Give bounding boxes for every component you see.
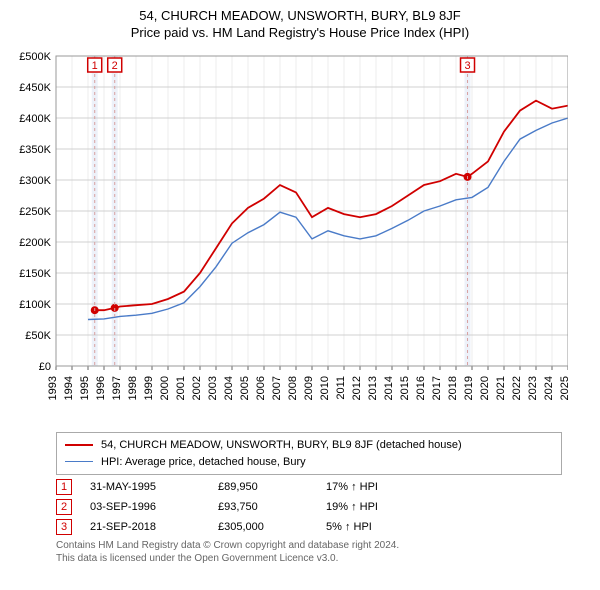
x-tick-label: 2006	[255, 376, 267, 400]
x-tick-label: 1995	[79, 376, 91, 400]
x-tick-label: 1996	[95, 376, 107, 400]
legend-label: HPI: Average price, detached house, Bury	[101, 454, 306, 471]
x-tick-label: 2019	[463, 376, 475, 400]
event-marker-label: 1	[92, 60, 98, 72]
chart-title: 54, CHURCH MEADOW, UNSWORTH, BURY, BL9 8…	[8, 8, 592, 23]
legend: 54, CHURCH MEADOW, UNSWORTH, BURY, BL9 8…	[56, 432, 562, 475]
x-tick-label: 2002	[191, 376, 203, 400]
event-date: 21-SEP-2018	[90, 521, 200, 533]
y-tick-label: £0	[39, 361, 51, 373]
x-tick-label: 2000	[159, 376, 171, 400]
y-tick-label: £300K	[19, 175, 51, 187]
x-tick-label: 2022	[511, 376, 523, 400]
x-tick-label: 2020	[479, 376, 491, 400]
footer-attribution: Contains HM Land Registry data © Crown c…	[56, 539, 562, 565]
legend-swatch	[65, 444, 93, 446]
x-tick-label: 1999	[143, 376, 155, 400]
event-price: £89,950	[218, 481, 308, 493]
y-tick-label: £400K	[19, 113, 51, 125]
events-list: 1 31-MAY-1995 £89,950 17% ↑ HPI 2 03-SEP-1996…	[56, 479, 562, 535]
event-delta: 5% ↑ HPI	[326, 521, 372, 533]
event-marker-label: 3	[464, 60, 470, 72]
x-tick-label: 2004	[223, 376, 235, 400]
x-tick-label: 2016	[415, 376, 427, 400]
event-marker-small: 2	[56, 499, 72, 515]
y-tick-label: £350K	[19, 144, 51, 156]
event-delta: 19% ↑ HPI	[326, 501, 378, 513]
x-tick-label: 2021	[495, 376, 507, 400]
x-tick-label: 2003	[207, 376, 219, 400]
event-row: 3 21-SEP-2018 £305,000 5% ↑ HPI	[56, 519, 562, 535]
x-tick-label: 2013	[367, 376, 379, 400]
event-marker-small: 3	[56, 519, 72, 535]
x-tick-label: 1997	[111, 376, 123, 400]
event-row: 1 31-MAY-1995 £89,950 17% ↑ HPI	[56, 479, 562, 495]
event-price: £305,000	[218, 521, 308, 533]
x-tick-label: 2008	[287, 376, 299, 400]
event-row: 2 03-SEP-1996 £93,750 19% ↑ HPI	[56, 499, 562, 515]
x-tick-label: 1998	[127, 376, 139, 400]
chart-subtitle: Price paid vs. HM Land Registry's House …	[8, 25, 592, 40]
y-tick-label: £250K	[19, 206, 51, 218]
y-tick-label: £500K	[19, 51, 51, 63]
x-tick-label: 2009	[303, 376, 315, 400]
y-tick-label: £450K	[19, 82, 51, 94]
x-tick-label: 2018	[447, 376, 459, 400]
legend-label: 54, CHURCH MEADOW, UNSWORTH, BURY, BL9 8…	[101, 437, 462, 454]
event-delta: 17% ↑ HPI	[326, 481, 378, 493]
event-marker-small: 1	[56, 479, 72, 495]
x-tick-label: 2010	[319, 376, 331, 400]
x-tick-label: 2024	[543, 376, 555, 400]
y-tick-label: £200K	[19, 237, 51, 249]
y-tick-label: £50K	[25, 330, 51, 342]
x-tick-label: 2025	[559, 376, 568, 400]
footer-line2: This data is licensed under the Open Gov…	[56, 552, 562, 565]
x-tick-label: 2007	[271, 376, 283, 400]
x-tick-label: 2012	[351, 376, 363, 400]
price-chart: £0 £50K £100K £150K £200K £250K £300K £350K £400…	[8, 46, 568, 426]
x-tick-label: 1993	[47, 376, 59, 400]
x-tick-label: 2014	[383, 376, 395, 400]
event-marker-label: 2	[112, 60, 118, 72]
x-tick-label: 2001	[175, 376, 187, 400]
legend-item: HPI: Average price, detached house, Bury	[65, 454, 553, 471]
event-price: £93,750	[218, 501, 308, 513]
event-date: 31-MAY-1995	[90, 481, 200, 493]
x-tick-label: 2017	[431, 376, 443, 400]
x-tick-label: 2015	[399, 376, 411, 400]
x-tick-label: 2011	[335, 376, 347, 400]
x-tick-label: 2023	[527, 376, 539, 400]
x-tick-label: 2005	[239, 376, 251, 400]
y-tick-label: £100K	[19, 299, 51, 311]
x-tick-label: 1994	[63, 376, 75, 400]
y-tick-label: £150K	[19, 268, 51, 280]
legend-swatch	[65, 461, 93, 462]
legend-item: 54, CHURCH MEADOW, UNSWORTH, BURY, BL9 8…	[65, 437, 553, 454]
event-date: 03-SEP-1996	[90, 501, 200, 513]
footer-line1: Contains HM Land Registry data © Crown c…	[56, 539, 562, 552]
